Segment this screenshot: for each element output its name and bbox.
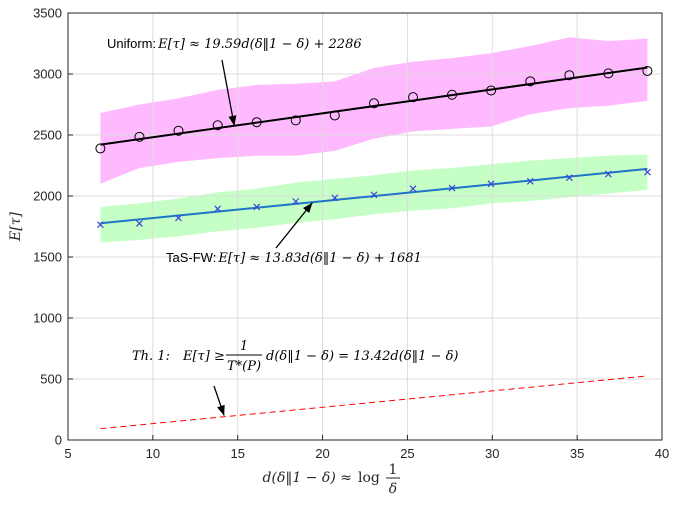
- x-tick-label: 35: [570, 446, 584, 461]
- circle-marker: [564, 70, 575, 81]
- circle-marker: [134, 131, 145, 142]
- x-tick-label: 15: [230, 446, 244, 461]
- fit-line: [100, 167, 648, 225]
- x-marker: [96, 221, 104, 229]
- x-marker: [448, 184, 456, 192]
- theorem-lhs: E[τ] ≥: [182, 349, 225, 364]
- x-tick-label: 25: [400, 446, 414, 461]
- x-marker: [526, 177, 534, 185]
- x-marker: [253, 203, 261, 211]
- x-marker: [214, 205, 222, 213]
- x-marker: [331, 194, 339, 202]
- uniform-annotation: Uniform: E[τ] ≈ 19.59d(δ‖1 − δ) + 2286: [107, 36, 362, 52]
- tasfw-annotation: TaS-FW: E[τ] ≈ 13.83d(δ‖1 − δ) + 1681: [166, 250, 422, 266]
- x-tick-label: 30: [485, 446, 499, 461]
- annotations: Uniform: E[τ] ≈ 19.59d(δ‖1 − δ) + 2286 TaS…: [107, 36, 458, 416]
- x-tick-label: 40: [655, 446, 669, 461]
- circle-marker: [447, 89, 458, 100]
- theorem-rhs: d(δ‖1 − δ) = 13.42d(δ‖1 − δ): [266, 349, 458, 364]
- x-tick-label: 5: [64, 446, 71, 461]
- theorem-prefix: Th. 1:: [132, 349, 170, 364]
- circle-marker: [173, 125, 184, 136]
- lower-bound-line: [100, 375, 648, 430]
- tasfw-arrow-head: [303, 202, 313, 214]
- x-tick-label: 10: [146, 446, 160, 461]
- axis-ticks: 5 10 15 20 25 30 35 40 0 500 1000 1500 2000 2500 3000 3…: [33, 6, 669, 462]
- x-marker: [370, 191, 378, 199]
- circle-marker: [251, 117, 262, 128]
- x-marker: [643, 168, 651, 176]
- theorem-arrow-head: [217, 404, 225, 416]
- circle-marker: [329, 110, 340, 121]
- y-tick-label: 500: [40, 372, 62, 387]
- plot-area-border: [67, 12, 663, 441]
- series-lines: [100, 66, 648, 430]
- y-tick-label: 1000: [33, 311, 62, 326]
- theorem-fraction-numerator: 1: [240, 339, 248, 354]
- circle-marker: [642, 65, 653, 76]
- uniform-arrow-shaft: [221, 59, 235, 126]
- x-axis-label-main: d(δ‖1 − δ) ≈: [263, 470, 352, 486]
- circle-marker: [603, 68, 614, 79]
- x-marker: [136, 220, 143, 227]
- uniform-arrow-head: [228, 115, 237, 126]
- tasfw-annotation-prefix: TaS-FW:: [166, 250, 216, 265]
- y-tick-label: 3500: [33, 6, 62, 21]
- circle-marker: [525, 76, 536, 87]
- x-marker: [175, 214, 182, 222]
- theorem-fraction-denominator: T*(P): [227, 359, 261, 374]
- circle-marker: [368, 98, 379, 109]
- fit-line: [100, 66, 648, 146]
- x-marker: [487, 180, 495, 188]
- uniform-annotation-formula: E[τ] ≈ 19.59d(δ‖1 − δ) + 2286: [157, 37, 362, 52]
- circle-marker: [486, 85, 497, 96]
- x-axis-label-denominator: δ: [389, 481, 397, 497]
- tasfw-annotation-formula: E[τ] ≈ 13.83d(δ‖1 − δ) + 1681: [217, 251, 422, 266]
- x-axis-label-numerator: 1: [389, 462, 398, 478]
- y-axis-label: E[τ]: [8, 212, 24, 242]
- circle-marker: [95, 143, 106, 154]
- circle-marker: [408, 92, 419, 103]
- x-marker: [604, 170, 612, 178]
- confidence-band: [100, 154, 648, 243]
- x-marker: [409, 185, 417, 193]
- y-tick-label: 2500: [33, 128, 62, 143]
- uniform-annotation-prefix: Uniform:: [107, 36, 156, 51]
- x-tick-label: 20: [315, 446, 329, 461]
- x-marker: [292, 198, 300, 205]
- y-tick-label: 3000: [33, 67, 62, 82]
- y-tick-label: 1500: [33, 250, 62, 265]
- y-tick-label: 2000: [33, 189, 62, 204]
- series-markers: [95, 65, 653, 229]
- circle-marker: [212, 120, 223, 131]
- circle-marker: [290, 115, 301, 126]
- x-axis-label-log: log: [358, 470, 380, 486]
- axis-labels: E[τ] d(δ‖1 − δ) ≈ log 1 δ: [8, 212, 400, 497]
- x-marker: [565, 174, 573, 182]
- y-tick-label: 0: [55, 433, 62, 448]
